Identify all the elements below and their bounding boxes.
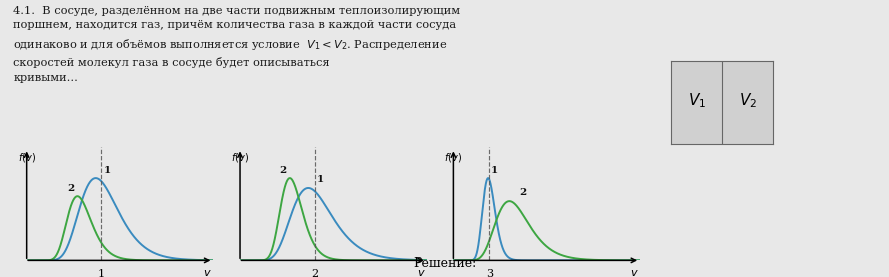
Text: 2: 2 [279,166,286,175]
Text: 2: 2 [68,184,75,193]
Text: $f(v)$: $f(v)$ [231,151,249,164]
Text: 1: 1 [317,175,324,184]
Text: $f(v)$: $f(v)$ [444,151,462,164]
Text: $v$: $v$ [417,268,425,277]
Text: $V_2$: $V_2$ [739,91,757,110]
Text: $V_1$: $V_1$ [688,91,706,110]
Text: Решение:: Решение: [412,257,477,270]
Text: $f(v)$: $f(v)$ [18,151,36,164]
Text: 2: 2 [311,269,318,277]
Text: 3: 3 [485,269,493,277]
Text: 1: 1 [98,269,105,277]
Text: 1: 1 [104,166,111,175]
Text: 2: 2 [519,188,526,197]
Text: 1: 1 [491,166,498,175]
Text: $v$: $v$ [630,268,638,277]
Text: 4.1.  В сосуде, разделённом на две части подвижным теплоизолирующим
поршнем, нах: 4.1. В сосуде, разделённом на две части … [13,6,461,83]
Text: $v$: $v$ [204,268,212,277]
